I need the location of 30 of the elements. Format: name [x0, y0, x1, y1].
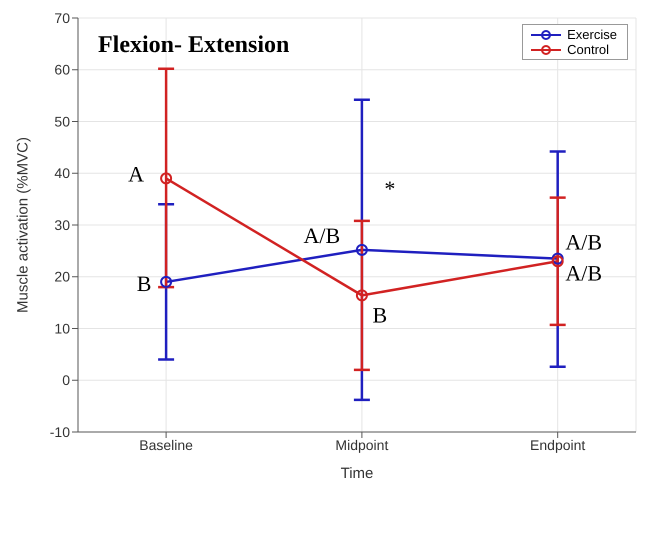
- legend-label: Exercise: [567, 27, 617, 42]
- annotation: A/B: [304, 222, 340, 248]
- y-axis-title: Muscle activation (%MVC): [14, 137, 32, 313]
- y-tick-label: 70: [54, 10, 70, 26]
- y-tick-label: 40: [54, 165, 70, 182]
- annotation: B: [136, 270, 152, 296]
- y-tick-label: 30: [54, 216, 70, 233]
- x-tick-label: Midpoint: [335, 436, 388, 453]
- y-tick-label: 60: [54, 62, 70, 78]
- y-tick-label: 50: [54, 113, 70, 130]
- point: [552, 252, 564, 265]
- text: Flexion- Extension: [98, 32, 290, 59]
- annotation: A/B: [565, 260, 602, 286]
- point: [552, 255, 564, 268]
- x-axis-title: Time: [340, 465, 374, 482]
- y-tick-label: 20: [54, 268, 70, 285]
- x-tick-label: Endpoint: [530, 436, 586, 453]
- annotation: A/B: [565, 230, 602, 255]
- legend-label: Control: [567, 42, 610, 57]
- point: [160, 172, 172, 184]
- annotation: B: [372, 302, 388, 328]
- x-tick-label: Baseline: [139, 436, 194, 453]
- point: [160, 276, 172, 288]
- annotation: A: [128, 161, 144, 186]
- y-tick-label: -10: [50, 424, 70, 440]
- annotation: *: [384, 176, 396, 201]
- y-tick-label: 10: [54, 320, 70, 336]
- y-tick-label: 0: [62, 372, 70, 388]
- point: [356, 289, 368, 302]
- point: [356, 244, 368, 256]
